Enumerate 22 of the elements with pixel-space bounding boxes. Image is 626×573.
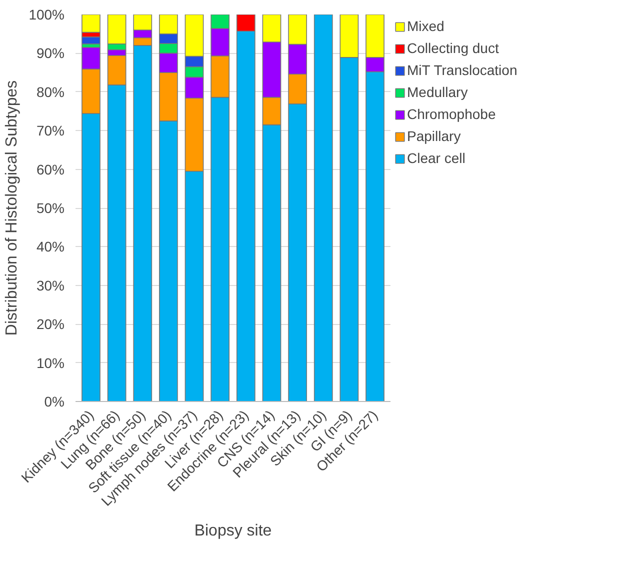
x-axis-title: Biopsy site: [194, 522, 272, 540]
legend-label: Papillary: [407, 128, 461, 144]
y-tick-label: 100%: [28, 6, 65, 22]
legend-label: Chromophobe: [407, 106, 496, 122]
legend-label: MiT Translocation: [407, 62, 518, 78]
y-tick-label: 40%: [36, 238, 65, 255]
y-tick-label: 70%: [36, 122, 65, 139]
y-axis-title: Distribution of Histological Subtypes: [4, 80, 21, 336]
y-tick-label: 0%: [44, 394, 64, 410]
legend-label: Mixed: [407, 18, 444, 34]
y-tick-label: 10%: [36, 354, 65, 371]
bar: [82, 36, 100, 44]
y-tick-label: 80%: [36, 84, 65, 100]
legend-label: Medullary: [407, 84, 468, 100]
y-tick-label: 90%: [36, 45, 65, 62]
bar: [314, 14, 333, 402]
y-tick-label: 20%: [36, 316, 65, 332]
legend-label: Clear cell: [407, 150, 466, 166]
legend-label: Collecting duct: [407, 40, 499, 56]
y-tick-label: 30%: [36, 277, 65, 294]
y-tick-label: 60%: [36, 161, 65, 178]
y-tick-label: 50%: [36, 200, 65, 216]
